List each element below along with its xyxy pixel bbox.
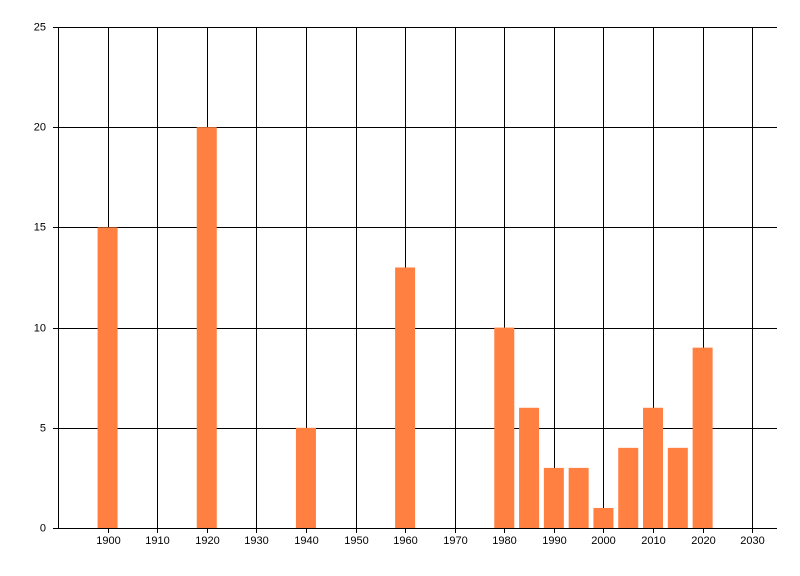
x-tick-label: 1950	[344, 535, 368, 547]
bar	[667, 447, 688, 528]
x-tick-label: 1920	[195, 535, 219, 547]
bar	[519, 407, 540, 528]
y-tick-label: 15	[34, 221, 46, 233]
bar	[692, 347, 713, 528]
x-tick-label: 1910	[145, 535, 169, 547]
x-tick-label: 2030	[740, 535, 764, 547]
bar	[618, 447, 639, 528]
x-tick-label: 1960	[393, 535, 417, 547]
y-tick-label: 0	[40, 522, 46, 534]
bar	[643, 407, 664, 528]
bar	[494, 327, 515, 528]
x-tick-label: 1980	[492, 535, 516, 547]
bar	[97, 227, 118, 528]
x-tick-label: 1930	[244, 535, 268, 547]
x-tick-label: 1970	[443, 535, 467, 547]
bar	[196, 127, 217, 528]
bar	[593, 507, 614, 528]
y-tick-label: 20	[34, 121, 46, 133]
x-tick-label: 1900	[96, 535, 120, 547]
y-tick-label: 25	[34, 21, 46, 33]
y-tick-label: 5	[40, 422, 46, 434]
bar	[395, 267, 416, 528]
x-tick-label: 2010	[641, 535, 665, 547]
x-tick-label: 1990	[542, 535, 566, 547]
y-tick-label: 10	[34, 322, 46, 334]
bar	[543, 467, 564, 528]
bar	[568, 467, 589, 528]
x-tick-label: 1940	[294, 535, 318, 547]
x-tick-label: 2000	[591, 535, 615, 547]
x-tick-label: 2020	[691, 535, 715, 547]
bar	[295, 427, 316, 528]
